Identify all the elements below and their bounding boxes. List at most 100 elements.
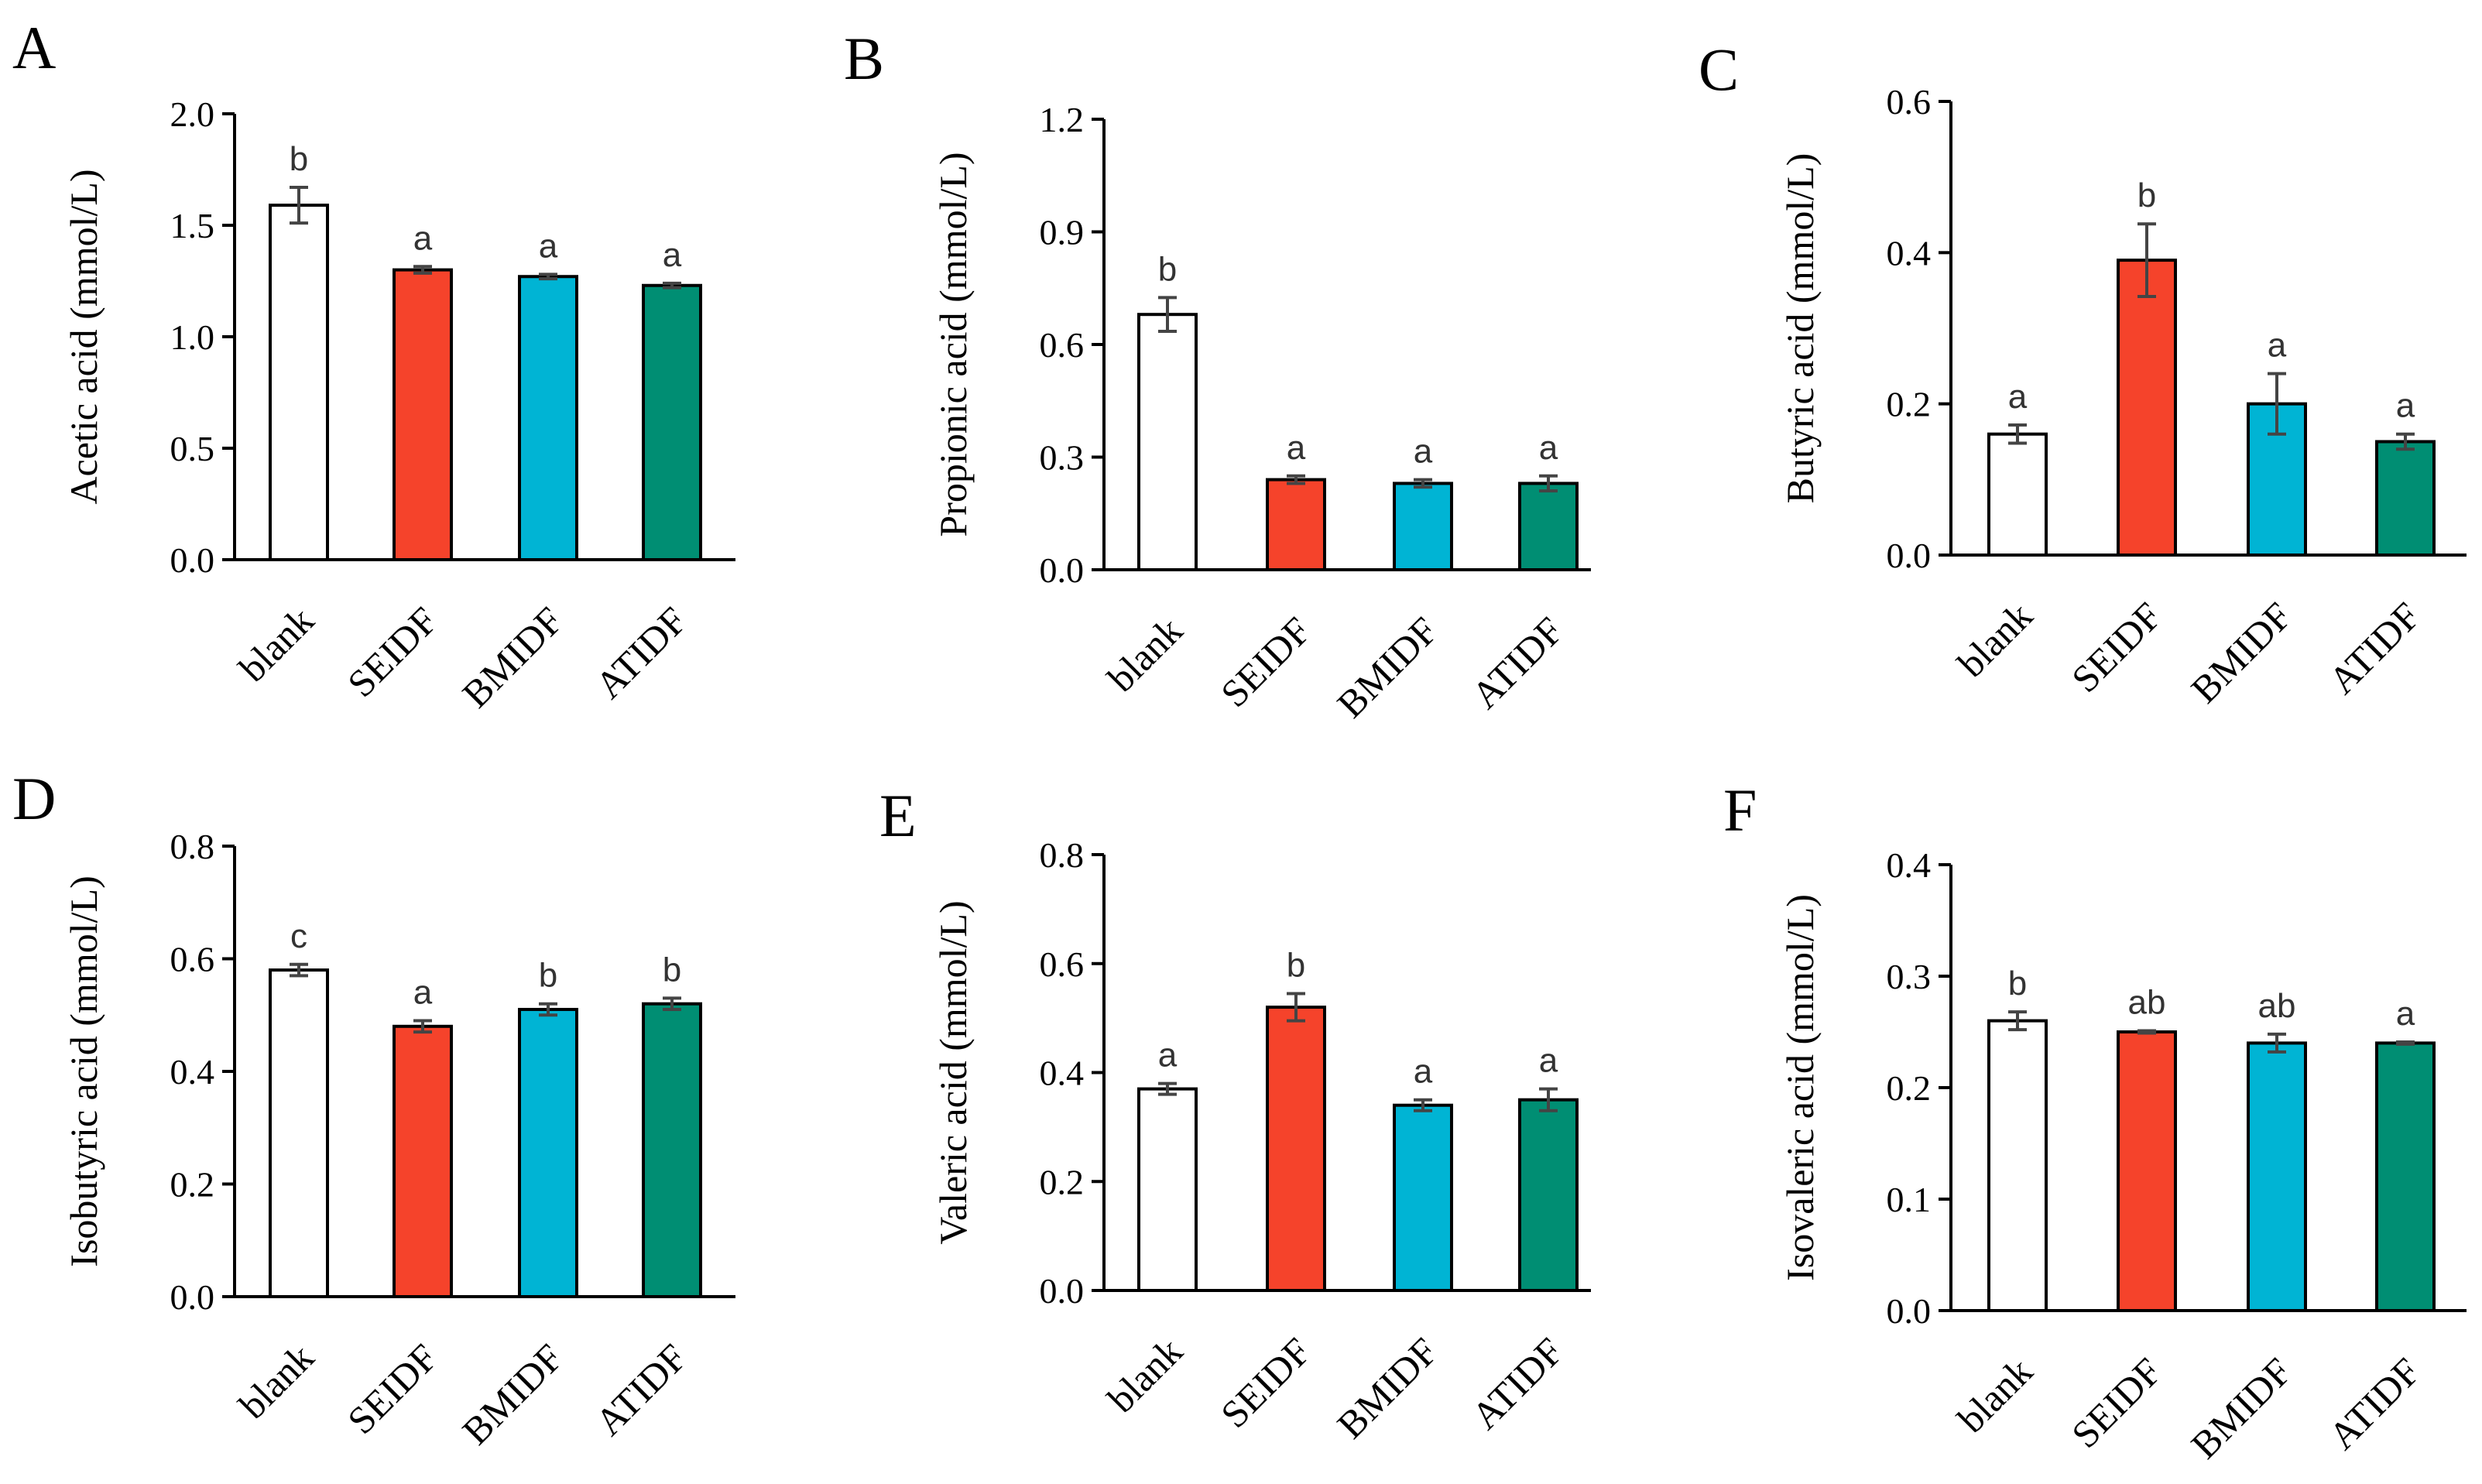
y-tick-label: 0.0 (1887, 1291, 1932, 1331)
category-label: SEIDF (2063, 1349, 2170, 1456)
y-tick-label: 0.2 (170, 1165, 215, 1205)
category-label: blank (231, 598, 322, 690)
significance-label: a (539, 227, 558, 265)
category-label: BMIDF (454, 1335, 571, 1453)
category-label: blank (1099, 1329, 1191, 1421)
significance-label: b (1158, 250, 1177, 288)
bar-blank (269, 968, 329, 1299)
bar-bmidf (1393, 1103, 1453, 1292)
y-tick-label: 0.4 (1040, 1054, 1085, 1093)
panel-letter: B (844, 25, 884, 92)
y-axis-label: Valeric acid (mmol/L) (931, 900, 975, 1244)
significance-label: c (290, 917, 307, 955)
y-tick-label: 0.8 (1040, 835, 1085, 875)
bar-atidf (2375, 1041, 2436, 1313)
category-label: ATIDF (1463, 608, 1572, 717)
panel-letter: D (12, 765, 56, 832)
bar-blank (269, 204, 329, 561)
significance-label: a (2008, 378, 2028, 416)
significance-label: a (1287, 429, 1306, 467)
significance-label: b (539, 957, 557, 995)
y-tick-label: 0.6 (1040, 325, 1085, 365)
panel-letter: C (1699, 36, 1739, 103)
bar-bmidf (1393, 482, 1453, 572)
category-label: blank (1949, 1349, 2041, 1441)
bar-bmidf (518, 275, 578, 561)
bar-atidf (1518, 482, 1579, 572)
y-tick-label: 0.8 (170, 827, 215, 866)
panel-d: D 0.0 0.2 0.4 0.6 0.8 Isobutyric acid (mmol/L)… (12, 765, 735, 1453)
category-label: BMIDF (1328, 608, 1446, 726)
y-tick-label: 0.4 (1887, 845, 1932, 885)
bar-atidf (642, 283, 702, 561)
y-tick-label: 0.9 (1040, 213, 1085, 252)
significance-label: b (663, 951, 681, 989)
category-label: blank (1949, 594, 2041, 685)
y-tick-label: 0.6 (170, 940, 215, 979)
y-tick-label: 0.6 (1040, 944, 1085, 984)
y-axis-label: Butyric acid (mmol/L) (1778, 153, 1822, 504)
y-tick-label: 0.0 (170, 540, 215, 580)
significance-label: a (663, 236, 682, 274)
category-label: SEIDF (1212, 1329, 1319, 1436)
y-tick-label: 0.0 (170, 1277, 215, 1317)
bar-atidf (2375, 440, 2436, 557)
panel-letter: A (12, 14, 56, 81)
bar-seidf (2117, 1030, 2177, 1312)
y-axis-label: Propionic acid (mmol/L) (931, 152, 975, 536)
bar-atidf (642, 1002, 702, 1298)
category-label: SEIDF (1212, 608, 1319, 715)
category-label: SEIDF (339, 598, 446, 705)
y-tick-label: 0.1 (1887, 1180, 1932, 1219)
category-label: ATIDF (587, 598, 695, 707)
category-label: ATIDF (2320, 594, 2429, 702)
significance-label: b (1287, 946, 1305, 984)
y-tick-label: 0.0 (1040, 550, 1085, 590)
bar-bmidf (518, 1007, 578, 1298)
bar-atidf (1518, 1098, 1579, 1292)
panel-letter: E (879, 782, 917, 849)
bar-seidf (1266, 478, 1326, 571)
significance-label: a (1158, 1037, 1178, 1074)
y-tick-label: 0.3 (1887, 957, 1932, 996)
y-axis-label: Isovaleric acid (mmol/L) (1778, 894, 1822, 1281)
y-tick-label: 0.0 (1887, 536, 1932, 575)
category-label: BMIDF (2182, 1349, 2300, 1467)
significance-label: a (2396, 387, 2415, 425)
significance-label: a (1414, 1053, 1433, 1091)
category-label: SEIDF (339, 1335, 446, 1442)
y-tick-label: 0.0 (1040, 1271, 1085, 1311)
bar-seidf (393, 1024, 453, 1299)
y-tick-label: 0.3 (1040, 438, 1085, 478)
category-label: BMIDF (454, 598, 571, 716)
y-axis-label: Acetic acid (mmol/L) (62, 169, 105, 504)
panel-c: C 0.0 0.2 0.4 0.6 Butyric acid (mmol/L) a blank… (1699, 36, 2467, 711)
y-tick-label: 0.6 (1887, 82, 1932, 122)
y-tick-label: 0.2 (1040, 1162, 1085, 1201)
panel-letter: F (1723, 776, 1757, 844)
y-tick-label: 0.4 (1887, 233, 1932, 272)
significance-label: a (413, 974, 433, 1012)
y-tick-label: 0.5 (170, 429, 215, 468)
panel-b: B 0.0 0.3 0.6 0.9 1.2 Propionic acid (mmol/L) b… (844, 25, 1591, 726)
category-label: blank (231, 1335, 322, 1427)
significance-label: a (1539, 429, 1558, 467)
significance-label: b (290, 140, 308, 178)
bar-seidf (1266, 1006, 1326, 1293)
category-label: blank (1099, 608, 1191, 700)
significance-label: b (2008, 965, 2027, 1002)
category-label: BMIDF (2182, 594, 2300, 711)
bar-bmidf (2247, 1041, 2307, 1313)
y-tick-label: 1.0 (170, 317, 215, 357)
panel-f: F 0.0 0.1 0.2 0.3 0.4 Isovaleric acid (mmol/L)… (1723, 776, 2467, 1467)
category-label: SEIDF (2063, 594, 2170, 701)
y-tick-label: 2.0 (170, 94, 215, 134)
significance-label: a (1539, 1042, 1558, 1080)
bar-seidf (393, 268, 453, 561)
bar-blank (1137, 313, 1198, 571)
significance-label: ab (2128, 984, 2166, 1022)
category-label: ATIDF (2320, 1349, 2429, 1458)
y-axis-label: Isobutyric acid (mmol/L) (62, 876, 105, 1266)
y-tick-label: 1.5 (170, 206, 215, 245)
